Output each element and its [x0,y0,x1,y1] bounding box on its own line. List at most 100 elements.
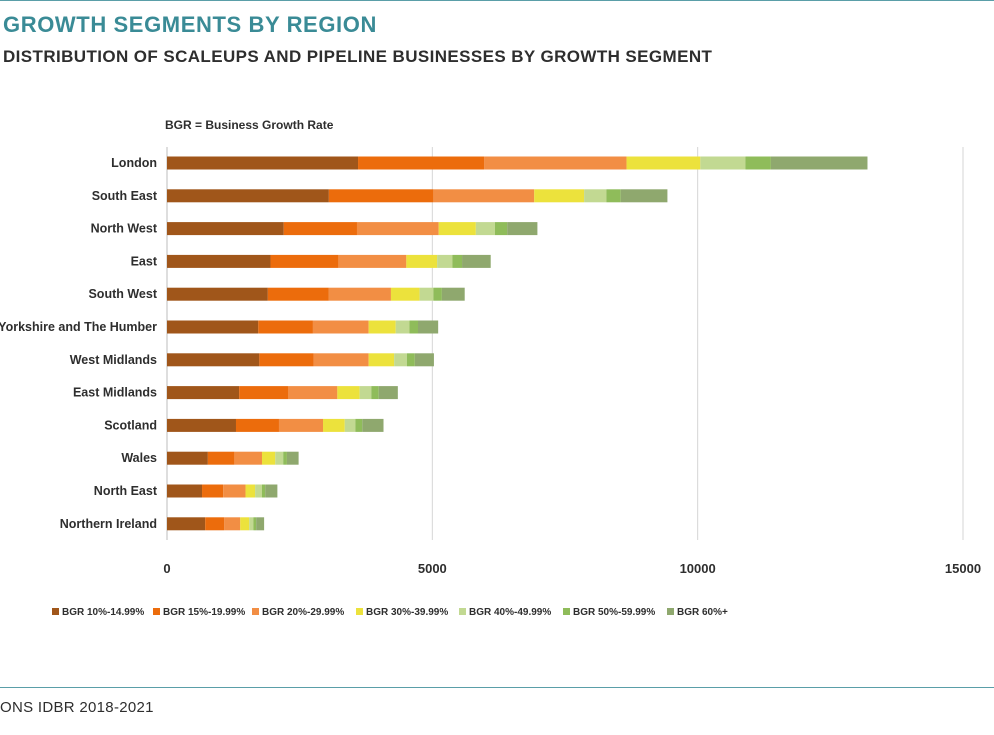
bgr-note: BGR = Business Growth Rate [165,118,334,132]
bar-segment [234,451,262,465]
chart-title: GROWTH SEGMENTS BY REGION [3,12,377,37]
bar-segment [433,189,535,203]
category-label: South West [88,287,157,301]
bar-segment [356,222,439,236]
x-tick-label: 5000 [418,561,447,576]
bar-segment [770,156,868,170]
bar-segment [620,189,668,203]
bar-segment [167,517,206,531]
bar-segment [275,451,284,465]
legend-swatch [459,608,466,615]
bar-segment [167,320,259,334]
bar-segment [433,287,442,301]
bar-segment [328,287,391,301]
category-label: Northern Ireland [60,517,157,531]
bar-segment [167,156,359,170]
bar-segment [406,254,438,268]
bar-segment [337,386,360,400]
bar-segment [249,517,254,531]
bar-segment [167,353,260,367]
legend-label: BGR 40%-49.99% [469,607,551,618]
chart-subtitle: DISTRIBUTION OF SCALEUPS AND PIPELINE BU… [3,47,713,66]
bar-segment [328,189,434,203]
bar-segment [253,517,257,531]
legend-swatch [252,608,259,615]
bar-segment [287,386,338,400]
category-label: Wales [121,451,157,465]
legend-label: BGR 60%+ [677,607,728,618]
category-label: Scotland [104,418,157,432]
bar-segment [371,386,379,400]
bar-segment [283,222,357,236]
category-label: Yorkshire and The Humber [0,320,157,334]
bar-segment [362,418,384,432]
bar-segment [235,418,279,432]
category-label: South East [92,189,158,203]
bar-segment [378,386,398,400]
stacked-bar-chart: London South East North West East South West… [0,147,981,618]
bar-segment [484,156,627,170]
bar-segment [167,222,284,236]
bar-segment [452,254,463,268]
bar-segment [368,320,396,334]
bar-segment [167,386,240,400]
legend-swatch [356,608,363,615]
bar-segment [167,254,271,268]
bar-segment [261,451,276,465]
legend-swatch [52,608,59,615]
bar-segment [270,254,339,268]
legend-label: BGR 10%-14.99% [62,607,144,618]
category-label: North East [94,484,158,498]
bar-segment [258,320,313,334]
bar-segment [507,222,538,236]
bar-segment [239,386,288,400]
bar-segment [745,156,771,170]
legend-label: BGR 20%-29.99% [262,607,344,618]
bar-segment [245,484,256,498]
bar-segment [240,517,250,531]
legend-label: BGR 30%-39.99% [366,607,448,618]
bar-segment [418,320,439,334]
bottom-rule [0,687,994,688]
bar-segment [438,222,476,236]
bar-segment [358,156,485,170]
x-tick-label: 0 [163,561,170,576]
bar-segment [224,517,241,531]
bar-segment [606,189,621,203]
bar-segment [286,451,299,465]
legend-swatch [563,608,570,615]
top-rule [0,0,994,1]
x-tick-label: 15000 [945,561,981,576]
bar-segment [265,484,278,498]
legend-label: BGR 15%-19.99% [163,607,245,618]
legend-label: BGR 50%-59.99% [573,607,655,618]
bar-segment [368,353,395,367]
bar-segment [441,287,465,301]
bar-segment [419,287,434,301]
source-note: ONS IDBR 2018-2021 [0,699,154,716]
bar-segment [167,189,329,203]
bar-segment [338,254,407,268]
bar-segment [395,320,410,334]
bar-segment [167,484,203,498]
bar-segment [256,517,265,531]
bar-segment [267,287,329,301]
category-label: East [131,254,158,268]
bar-segment [390,287,420,301]
bar-segment [355,418,363,432]
bar-segment [414,353,434,367]
bar-segment [313,353,369,367]
bar-segment [462,254,491,268]
bar-segment [202,484,224,498]
bar-segment [312,320,369,334]
bar-segment [437,254,453,268]
bar-segment [534,189,585,203]
bar-segment [167,287,268,301]
bar-segment [494,222,508,236]
bar-segment [584,189,607,203]
bar-segment [359,386,372,400]
bar-segment [626,156,701,170]
bar-segment [255,484,262,498]
category-label: East Midlands [73,386,157,400]
category-label: London [111,156,157,170]
